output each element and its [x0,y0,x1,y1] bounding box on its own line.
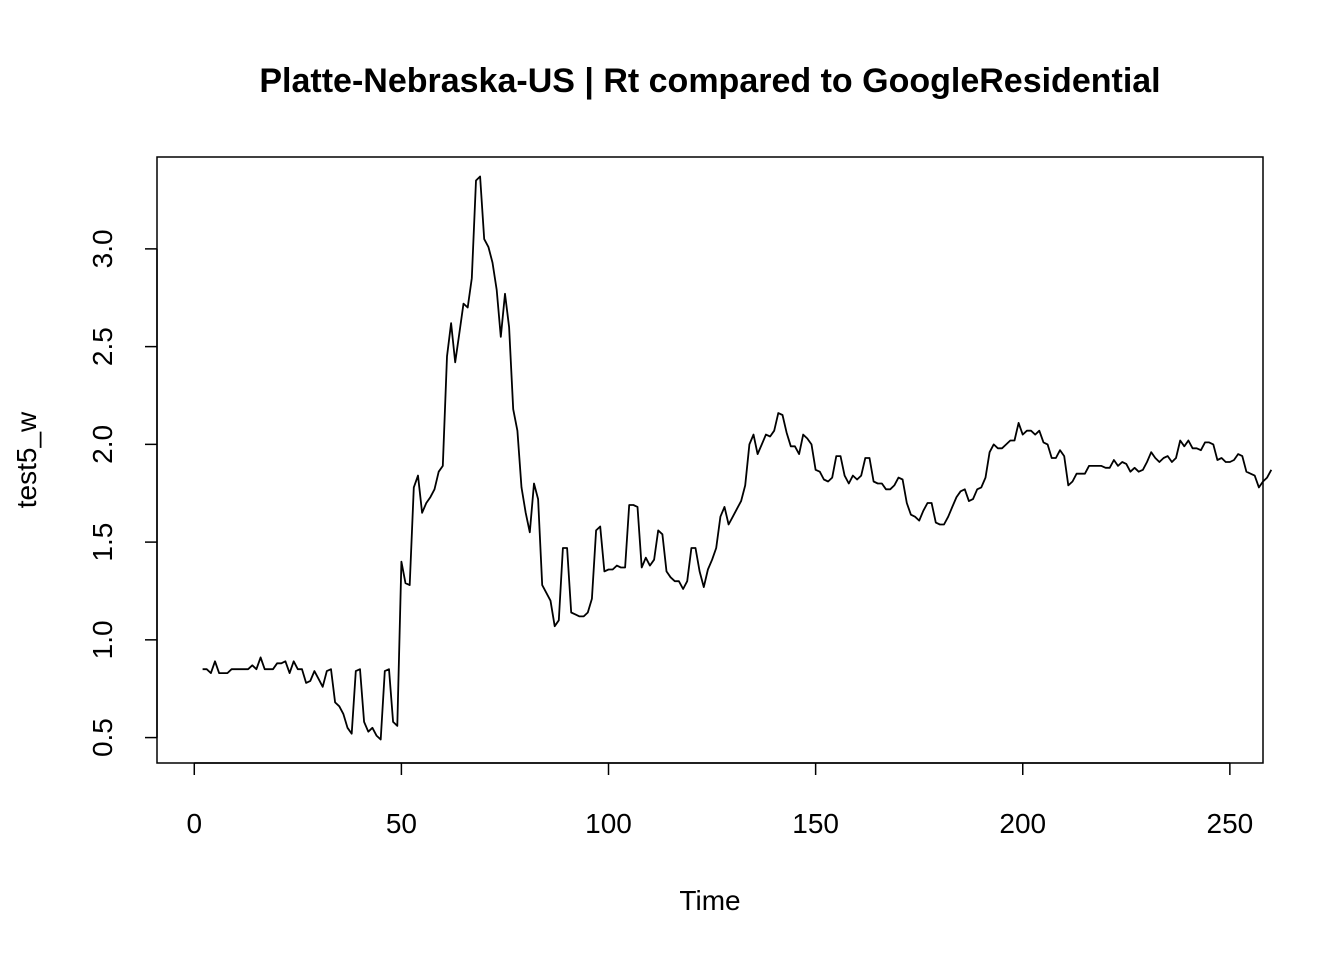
x-tick-label: 200 [999,808,1046,839]
y-tick-label: 0.5 [87,718,118,757]
y-tick-label: 1.5 [87,523,118,562]
y-axis: 0.5 1.0 1.5 2.0 2.5 3.0 [87,229,157,757]
y-tick-label: 2.5 [87,327,118,366]
x-tick-label: 50 [386,808,417,839]
plot-frame [157,157,1263,763]
y-tick-label: 2.0 [87,425,118,464]
chart-title: Platte-Nebraska-US | Rt compared to Goog… [259,62,1160,100]
series-group [203,177,1272,740]
x-axis-label: Time [679,885,740,916]
x-tick-label: 150 [792,808,839,839]
x-axis: 0 50 100 150 200 250 [186,763,1253,839]
series-line-test5_w [203,177,1272,740]
x-tick-label: 250 [1207,808,1254,839]
x-tick-label: 0 [186,808,202,839]
y-tick-label: 3.0 [87,229,118,268]
y-axis-label: test5_w [11,411,42,508]
y-tick-label: 1.0 [87,620,118,659]
x-tick-label: 100 [585,808,632,839]
